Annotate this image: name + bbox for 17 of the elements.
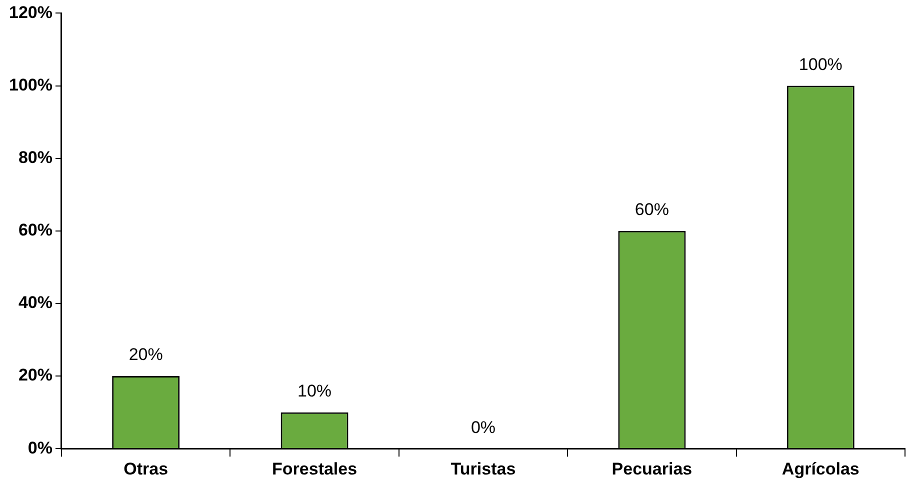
- y-tick-label: 120%: [8, 2, 52, 22]
- data-label: 0%: [470, 418, 496, 437]
- x-tick-label: Forestales: [272, 459, 358, 478]
- data-label: 10%: [298, 382, 332, 401]
- y-tick-label: 60%: [18, 220, 52, 240]
- y-tick-label: 80%: [18, 148, 52, 168]
- data-label: 60%: [634, 200, 669, 220]
- x-tick-label: Agrícolas: [782, 459, 860, 478]
- data-label: 20%: [128, 345, 163, 364]
- x-tick-label: Pecuarias: [612, 459, 692, 478]
- y-tick-label: 40%: [18, 293, 52, 312]
- x-tick-label: Otras: [124, 459, 168, 478]
- y-tick-label: 100%: [8, 75, 52, 94]
- y-tick-label: 20%: [18, 366, 52, 385]
- y-tick-label: 0%: [28, 438, 52, 458]
- x-tick-label: Turistas: [450, 459, 516, 478]
- data-label: 100%: [798, 54, 842, 74]
